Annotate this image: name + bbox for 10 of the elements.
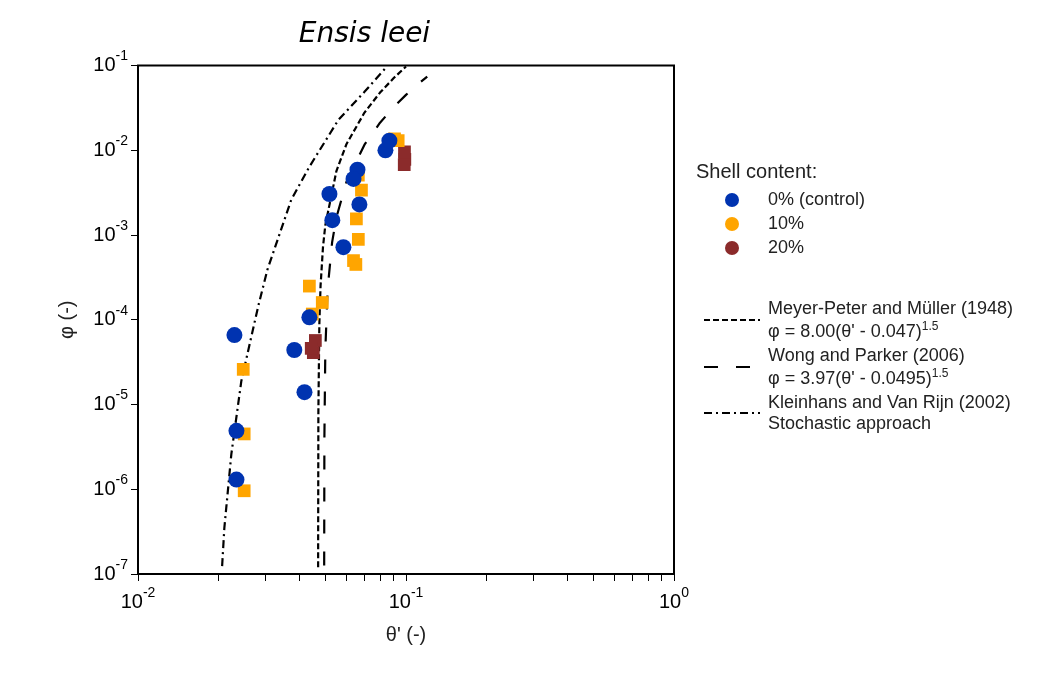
x-axis-title: θ' (-)	[385, 622, 427, 645]
legend-label: Wong and Parker (2006) φ = 3.97(θ' - 0.0495)$^{1.5}$	[768, 345, 965, 389]
y-axis-title: φ (-)	[54, 300, 77, 340]
legend-title: Shell content:	[696, 160, 819, 183]
legend-label: Kleinhans and Van Rijn (2002) Stochastic approach	[768, 392, 1011, 434]
legend-label: 20%	[768, 237, 805, 258]
legend-label: 10%	[768, 213, 805, 234]
chart-title: Ensis leei	[298, 16, 431, 50]
legend-label: 0% (control)	[768, 189, 866, 210]
legend-label: Meyer-Peter and Müller (1948) φ = 8.00(θ' - 0.047)$^{1.5}$	[768, 298, 1014, 342]
